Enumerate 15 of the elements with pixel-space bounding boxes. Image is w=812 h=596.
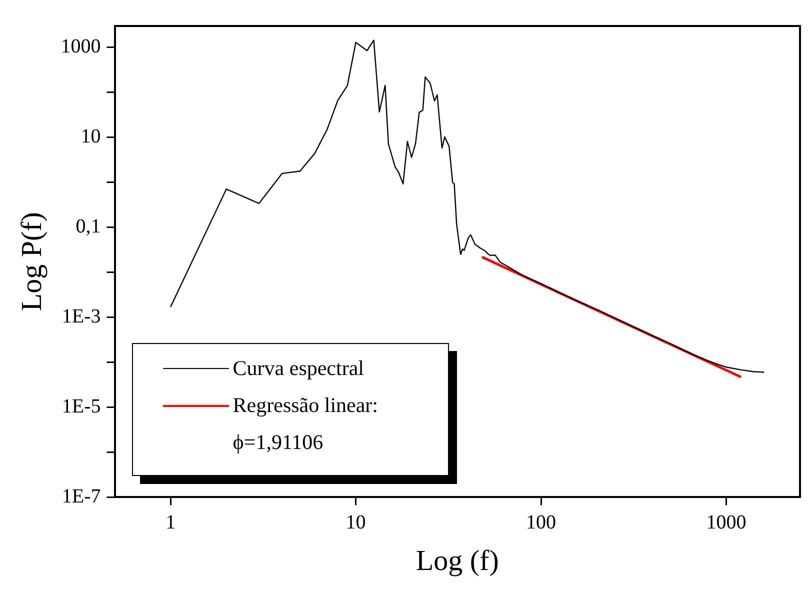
y-tick-label: 10: [80, 126, 101, 148]
legend-label: Curva espectral: [232, 356, 364, 382]
y-tick-label: 1E-3: [62, 306, 101, 328]
x-axis-title: Log (f): [416, 545, 499, 578]
x-tick-label: 1: [166, 511, 176, 534]
x-tick-label: 10: [346, 511, 366, 534]
annotation: ϕ=1,91106: [232, 430, 324, 456]
legend-label: Regressão linear:: [232, 393, 378, 418]
y-tick-label: 1E-5: [62, 396, 101, 418]
y-tick-label: 0,1: [76, 216, 101, 238]
x-tick-label: 1000: [706, 511, 746, 534]
x-tick-label: 100: [526, 511, 556, 534]
y-tick-label: 1E-7: [62, 485, 101, 508]
y-tick-label: 1000: [60, 36, 101, 58]
y-axis-title: Log P(f): [16, 212, 48, 312]
